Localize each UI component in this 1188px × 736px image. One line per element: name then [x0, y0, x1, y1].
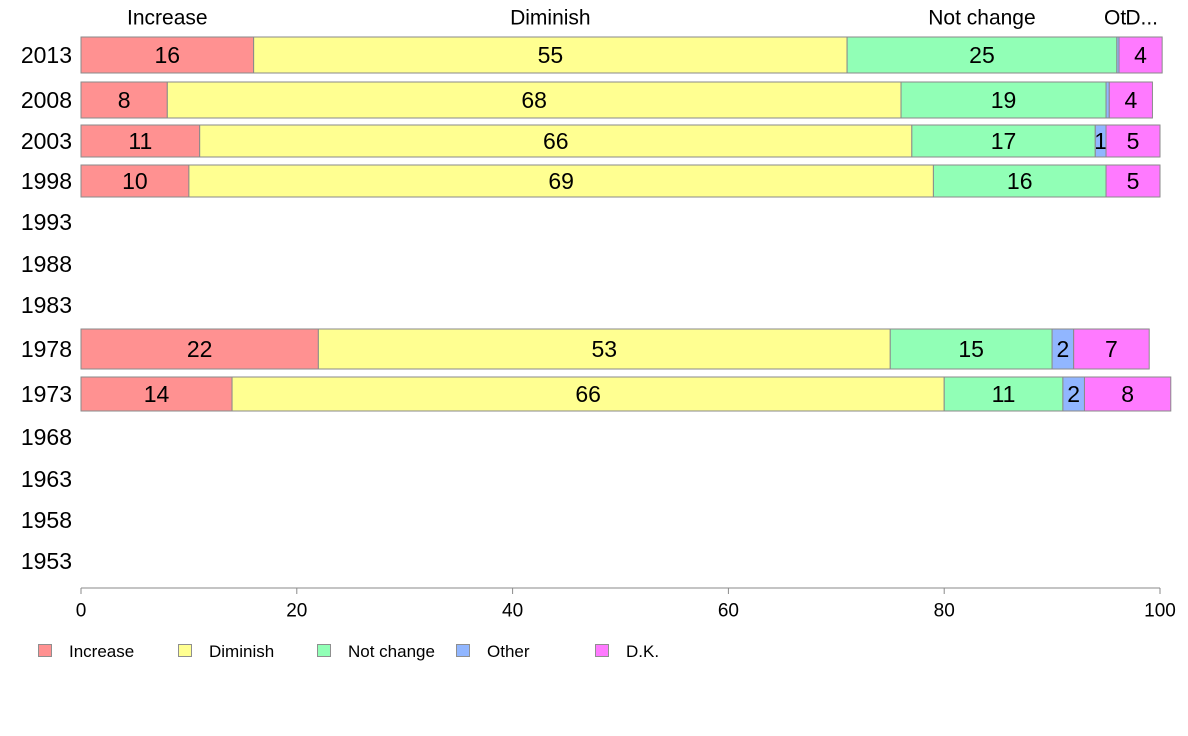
legend-label-dk: D.K. [626, 642, 660, 661]
bar-2013-increase [80, 36, 255, 74]
data-label-2003-not-change: 17 [991, 128, 1017, 154]
bar-1978-diminish [317, 328, 891, 370]
bar-2013-d-k [1118, 36, 1163, 74]
y-tick-label-1998: 1998 [21, 168, 72, 194]
bar-1998-not-change [932, 164, 1107, 198]
data-label-1978-d-k: 7 [1105, 336, 1118, 362]
data-label-2013-not-change: 25 [969, 42, 995, 68]
x-tick-label-0: 0 [76, 601, 87, 622]
y-tick-label-1958: 1958 [21, 507, 72, 533]
y-tick-label-1988: 1988 [21, 251, 72, 277]
data-label-1978-increase: 22 [187, 336, 213, 362]
legend-swatch-other [456, 644, 470, 657]
y-tick-label-1963: 1963 [21, 466, 72, 492]
y-tick-label-2013: 2013 [21, 42, 72, 68]
data-label-2003-increase: 11 [128, 128, 152, 154]
bar-2003-not-change [911, 124, 1096, 158]
data-label-2013-d-k: 4 [1134, 42, 1147, 68]
legend-label-diminish: Diminish [209, 642, 275, 661]
bar-1978-d-k [1073, 328, 1150, 370]
y-tick-label-2008: 2008 [21, 87, 72, 113]
bar-2008-increase [80, 81, 168, 119]
data-label-1973-diminish: 66 [575, 381, 601, 407]
data-label-2008-diminish: 68 [521, 87, 547, 113]
data-label-2003-other: 1 [1094, 128, 1107, 154]
series-top-label-diminish: Diminish [510, 7, 591, 30]
data-label-1978-diminish: 53 [592, 336, 618, 362]
data-label-1973-other: 2 [1067, 381, 1080, 407]
legend-label-increase: Increase [69, 642, 135, 661]
bar-2013-not-change [846, 36, 1118, 74]
data-label-1998-not-change: 16 [1007, 168, 1033, 194]
x-tick-label-20: 20 [286, 601, 307, 622]
data-label-1973-increase: 14 [144, 381, 170, 407]
bar-2013-diminish [253, 36, 848, 74]
bar-2008-d-k [1108, 81, 1153, 119]
data-label-1998-d-k: 5 [1127, 168, 1140, 194]
data-label-1978-other: 2 [1056, 336, 1069, 362]
data-label-2003-d-k: 5 [1127, 128, 1140, 154]
y-tick-label-1973: 1973 [21, 381, 72, 407]
bar-2008-diminish [166, 81, 902, 119]
y-tick-label-1993: 1993 [21, 209, 72, 235]
bar-2008-not-change [900, 81, 1107, 119]
data-label-2003-diminish: 66 [543, 128, 569, 154]
bar-1973-diminish [231, 376, 945, 412]
bar-2003-d-k [1105, 124, 1161, 158]
legend-swatch-diminish [178, 644, 192, 657]
data-label-1978-not-change: 15 [958, 336, 984, 362]
legend-swatch-not-change [317, 644, 331, 657]
bar-1998-d-k [1105, 164, 1161, 198]
y-tick-label-1968: 1968 [21, 424, 72, 450]
bar-1973-not-change [943, 376, 1064, 412]
y-tick-label-2003: 2003 [21, 128, 72, 154]
series-top-label-d-k: D... [1125, 7, 1158, 30]
series-top-label-not-change: Not change [928, 7, 1035, 30]
data-label-2008-not-change: 19 [991, 87, 1017, 113]
x-tick-label-40: 40 [502, 601, 523, 622]
y-tick-label-1953: 1953 [21, 548, 72, 574]
data-label-1998-increase: 10 [122, 168, 148, 194]
x-tick-label-80: 80 [934, 601, 955, 622]
legend-swatch-dk [595, 644, 609, 657]
legend: Increase Diminish Not change Other D.K. [38, 642, 758, 662]
y-tick-label-1983: 1983 [21, 292, 72, 318]
y-tick-label-1978: 1978 [21, 336, 72, 362]
data-label-2008-d-k: 4 [1124, 87, 1137, 113]
data-label-1973-not-change: 11 [992, 381, 1016, 407]
bar-1998-increase [80, 164, 190, 198]
legend-swatch-increase [38, 644, 52, 657]
data-label-2013-diminish: 55 [538, 42, 564, 68]
data-label-2013-increase: 16 [155, 42, 181, 68]
x-tick-label-100: 100 [1144, 601, 1176, 622]
bar-1973-d-k [1083, 376, 1172, 412]
bar-1978-increase [80, 328, 319, 370]
data-label-1998-diminish: 69 [548, 168, 574, 194]
x-tick-label-60: 60 [718, 601, 739, 622]
legend-label-not-change: Not change [348, 642, 435, 661]
data-label-1973-d-k: 8 [1121, 381, 1134, 407]
legend-label-other: Other [487, 642, 530, 661]
series-top-label-increase: Increase [127, 7, 208, 30]
series-top-label-other: Ot [1104, 7, 1126, 30]
data-label-2008-increase: 8 [118, 87, 131, 113]
bar-1978-not-change [889, 328, 1053, 370]
bar-2003-increase [80, 124, 201, 158]
